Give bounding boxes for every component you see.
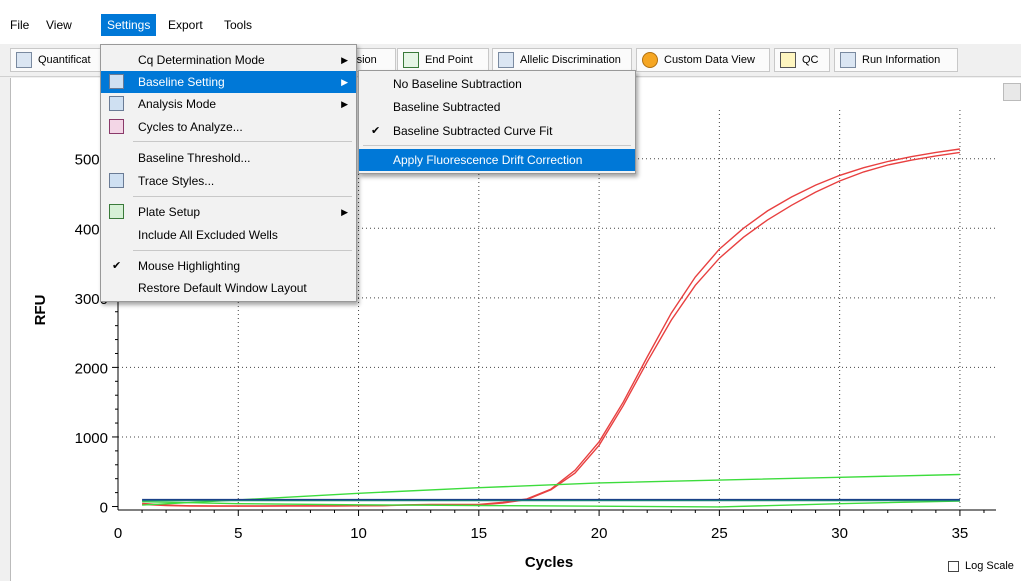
x-tick-label: 25	[711, 525, 728, 542]
qc-icon	[780, 52, 796, 68]
series-line	[142, 500, 960, 508]
settings-menu: Cq Determination Mode ▶ Baseline Setting…	[100, 44, 357, 302]
submenu-arrow-icon: ▶	[341, 55, 348, 65]
submenu-arrow-icon: ▶	[341, 77, 348, 87]
submenu-item-baseline-subtracted[interactable]: Baseline Subtracted	[359, 96, 635, 118]
menu-item-plate-setup[interactable]: Plate Setup ▶	[101, 201, 356, 223]
x-tick-label: 5	[234, 525, 242, 542]
quantification-label: Quantificat	[38, 54, 91, 66]
allelic-discrimination-button[interactable]: Allelic Discrimination	[492, 48, 632, 72]
log-scale-toggle[interactable]: Log Scale	[948, 560, 1014, 572]
menu-item-label: Mouse Highlighting	[138, 259, 241, 273]
menu-item-trace-styles[interactable]: Trace Styles...	[101, 170, 356, 192]
menu-separator	[133, 196, 352, 197]
menu-item-label: Cycles to Analyze...	[138, 120, 243, 134]
submenu-arrow-icon: ▶	[341, 99, 348, 109]
y-tick-label: 0	[100, 500, 108, 517]
menu-item-label: Baseline Setting	[138, 75, 225, 89]
menu-file[interactable]: File	[10, 18, 30, 32]
menu-item-label: Analysis Mode	[138, 97, 217, 111]
qc-label: QC	[802, 54, 819, 66]
run-information-label: Run Information	[862, 54, 941, 66]
menu-item-restore-default-window-layout[interactable]: Restore Default Window Layout	[101, 277, 356, 299]
x-tick-label: 10	[350, 525, 367, 542]
plate-setup-icon	[109, 204, 124, 219]
x-tick-label: 0	[114, 525, 122, 542]
gear-icon	[642, 52, 658, 68]
allelic-discrimination-label: Allelic Discrimination	[520, 54, 621, 66]
menu-item-label: Restore Default Window Layout	[138, 281, 307, 295]
menu-item-label: Plate Setup	[138, 205, 201, 219]
submenu-arrow-icon: ▶	[341, 207, 348, 217]
menu-item-cycles-to-analyze[interactable]: Cycles to Analyze...	[101, 116, 356, 138]
end-point-icon	[403, 52, 419, 68]
y-axis-label: RFU	[32, 295, 49, 326]
end-point-button[interactable]: End Point	[397, 48, 489, 72]
menu-tools[interactable]: Tools	[224, 18, 253, 32]
trace-styles-icon	[109, 173, 124, 188]
x-tick-label: 20	[591, 525, 608, 542]
series-line	[142, 473, 960, 506]
quantification-icon	[16, 52, 32, 68]
menu-item-mouse-highlighting[interactable]: ✔ Mouse Highlighting	[101, 255, 356, 277]
x-tick-label: 15	[470, 525, 487, 542]
log-scale-checkbox[interactable]	[948, 560, 959, 572]
menu-item-baseline-setting[interactable]: Baseline Setting ▶	[101, 71, 356, 93]
run-information-button[interactable]: Run Information	[834, 48, 958, 72]
submenu-item-no-baseline-subtraction[interactable]: No Baseline Subtraction	[359, 73, 635, 95]
x-tick-label: 35	[952, 525, 969, 542]
menu-separator	[363, 145, 631, 146]
menu-item-label: Baseline Threshold...	[138, 151, 251, 165]
menu-separator	[133, 250, 352, 251]
x-axis-label: Cycles	[525, 554, 573, 571]
y-tick-label: 2000	[75, 360, 108, 377]
custom-data-view-label: Custom Data View	[664, 54, 755, 66]
baseline-setting-submenu: No Baseline Subtraction Baseline Subtrac…	[358, 70, 636, 174]
run-information-icon	[840, 52, 856, 68]
menu-item-label: No Baseline Subtraction	[393, 77, 522, 91]
qc-button[interactable]: QC	[774, 48, 830, 72]
y-tick-label: 4000	[75, 221, 108, 238]
cycles-to-analyze-icon	[109, 119, 124, 134]
check-icon: ✔	[371, 125, 381, 137]
menu-item-label: Baseline Subtracted Curve Fit	[393, 124, 553, 138]
menu-item-label: Cq Determination Mode	[138, 53, 265, 67]
menu-item-include-all-excluded-wells[interactable]: Include All Excluded Wells	[101, 224, 356, 246]
baseline-setting-icon	[109, 74, 124, 89]
y-tick-label: 1000	[75, 430, 108, 447]
menu-separator	[133, 141, 352, 142]
end-point-label: End Point	[425, 54, 473, 66]
menu-item-label: Apply Fluorescence Drift Correction	[393, 153, 583, 167]
x-tick-label: 30	[831, 525, 848, 542]
submenu-item-baseline-subtracted-curve-fit[interactable]: ✔ Baseline Subtracted Curve Fit	[359, 120, 635, 142]
check-icon: ✔	[112, 260, 122, 272]
analysis-mode-icon	[109, 96, 124, 111]
menu-view[interactable]: View	[46, 18, 72, 32]
custom-data-view-button[interactable]: Custom Data View	[636, 48, 770, 72]
menu-settings[interactable]: Settings	[101, 14, 157, 36]
quantification-button[interactable]: Quantificat	[10, 48, 102, 72]
menu-bar: File View Settings Export Tools	[0, 0, 1021, 44]
series-line	[142, 151, 961, 507]
log-scale-label: Log Scale	[965, 560, 1014, 572]
y-tick-label: 5000	[75, 152, 108, 169]
menu-item-label: Include All Excluded Wells	[138, 228, 278, 242]
y-tick-label: 3000	[75, 291, 108, 308]
allelic-discrimination-icon	[498, 52, 514, 68]
menu-export[interactable]: Export	[168, 18, 203, 32]
menu-item-baseline-threshold[interactable]: Baseline Threshold...	[101, 147, 356, 169]
menu-item-label: Baseline Subtracted	[393, 100, 501, 114]
menu-item-analysis-mode[interactable]: Analysis Mode ▶	[101, 93, 356, 115]
menu-item-label: Trace Styles...	[138, 174, 215, 188]
menu-item-cq-determination-mode[interactable]: Cq Determination Mode ▶	[101, 49, 356, 71]
submenu-item-apply-fluorescence-drift-correction[interactable]: Apply Fluorescence Drift Correction	[359, 149, 635, 171]
